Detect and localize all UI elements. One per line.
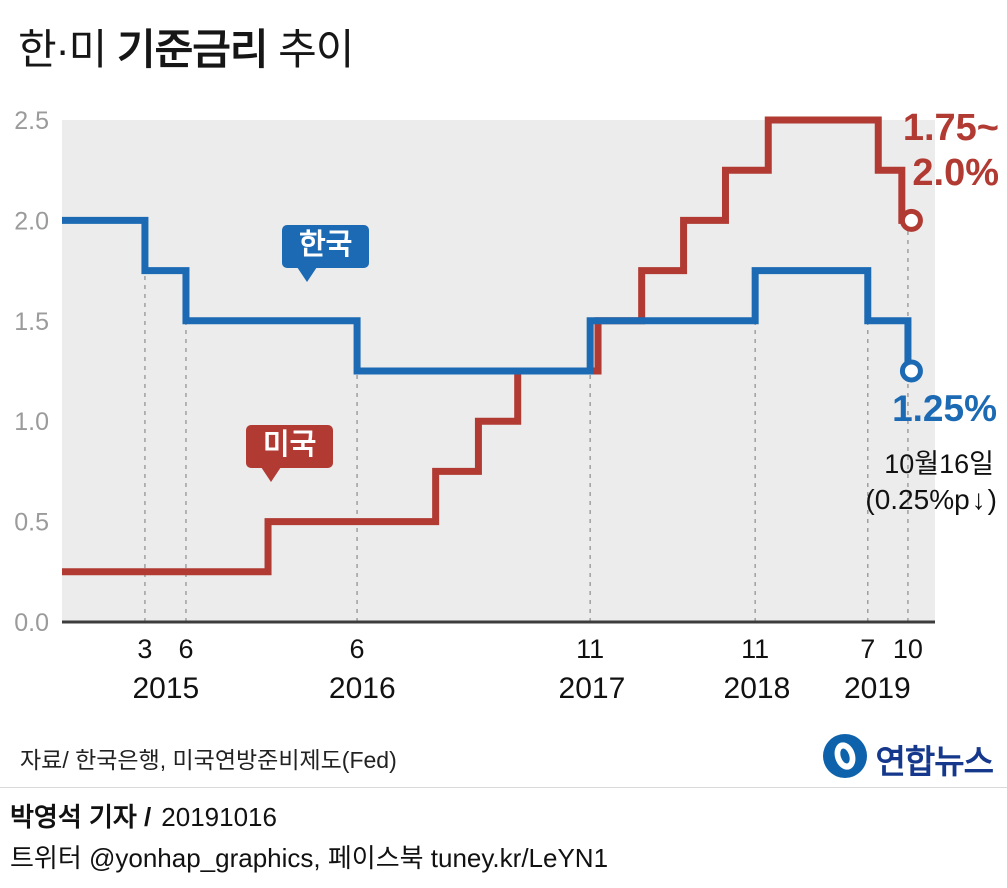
y-tick-label: 2.5: [14, 107, 49, 135]
rate-change-annotation: (0.25%p↓): [865, 484, 997, 516]
y-tick-label: 0.5: [14, 509, 49, 537]
us-final-rate-line2: 2.0%: [912, 151, 999, 194]
yonhap-logo-icon: [822, 733, 868, 784]
korea-series-callout: 한국: [282, 225, 370, 282]
decision-date-annotation: 10월16일: [884, 449, 994, 479]
us-final-rate-line1: 1.75~: [902, 107, 999, 149]
byline: 박영석 기자 / 20191016: [10, 797, 277, 834]
x-tick-label: 10: [893, 634, 923, 664]
x-tick-label: 11: [576, 634, 604, 664]
x-tick-label: 6: [178, 634, 193, 664]
y-tick-label: 2.0: [14, 207, 49, 235]
source-note: 자료/ 한국은행, 미국연방준비제도(Fed): [20, 747, 397, 773]
us-line: [62, 116, 912, 576]
us-end-marker: [899, 208, 923, 232]
korea-end-marker: [899, 359, 923, 383]
social-links: 트위터 @yonhap_graphics, 페이스북 tuney.kr/LeYN…: [10, 843, 609, 873]
us-series-label: 미국: [263, 429, 317, 461]
us-final-rate-annotation: 1.75~ 2.0%: [903, 106, 999, 196]
year-label: 2018: [724, 672, 791, 705]
change-text: (0.25%p: [865, 484, 970, 515]
title-part1: 한·미: [18, 26, 117, 73]
year-label: 2016: [329, 672, 396, 705]
y-tick-label: 0.0: [14, 609, 49, 637]
reporter-name: 박영석 기자 /: [10, 802, 152, 832]
us-series-callout: 미국: [246, 425, 334, 482]
x-tick-label: 6: [350, 634, 365, 664]
y-tick-label: 1.0: [14, 408, 49, 436]
title-keyword: 기준금리: [116, 26, 269, 73]
x-tick-label: 3: [137, 634, 152, 664]
year-label: 2015: [133, 672, 200, 705]
yonhap-logo: 연합뉴스: [822, 733, 994, 784]
change-close-paren: ): [987, 484, 997, 515]
title-part3: 추이: [267, 26, 354, 73]
year-label: 2019: [844, 672, 911, 705]
page-title: 한·미 기준금리 추이: [18, 16, 354, 77]
x-tick-label: 11: [741, 634, 769, 664]
korea-final-rate-annotation: 1.25%: [892, 388, 997, 429]
year-label: 2017: [559, 672, 626, 705]
byline-date: 20191016: [161, 802, 277, 832]
y-tick-label: 1.5: [14, 308, 49, 336]
down-arrow-icon: ↓: [971, 484, 986, 515]
korea-series-label: 한국: [299, 229, 353, 261]
korea-line: [62, 216, 912, 375]
footer-divider: [0, 787, 1007, 788]
x-tick-label: 7: [860, 634, 875, 664]
yonhap-logo-text: 연합뉴스: [875, 742, 994, 780]
